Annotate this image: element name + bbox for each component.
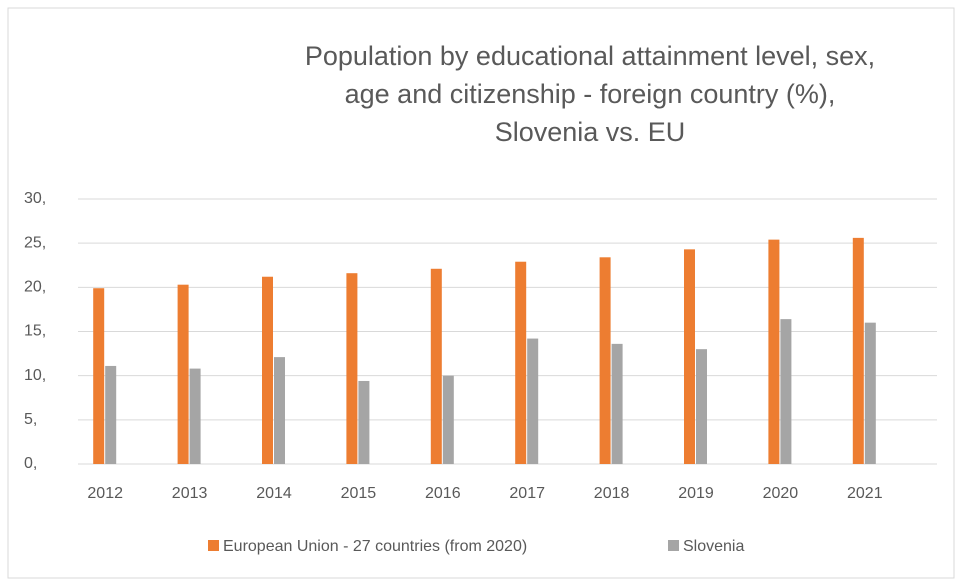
bar — [864, 322, 876, 464]
x-tick-label: 2014 — [256, 485, 292, 502]
bar — [852, 237, 864, 464]
bar — [93, 288, 105, 464]
y-tick-label: 25, — [24, 234, 46, 251]
bar — [780, 319, 792, 464]
bar — [527, 338, 539, 464]
y-tick-label: 30, — [24, 190, 46, 207]
chart-title: Slovenia vs. EU — [495, 117, 686, 147]
x-tick-label: 2020 — [763, 485, 799, 502]
chart-border — [7, 7, 955, 579]
bar — [696, 349, 707, 464]
x-tick-label: 2013 — [172, 485, 208, 502]
bar — [189, 368, 201, 464]
y-tick-label: 0, — [24, 455, 37, 472]
legend-swatch — [208, 540, 219, 551]
legend-label: European Union - 27 countries (from 2020… — [223, 538, 527, 555]
bar — [515, 261, 527, 464]
x-tick-label: 2018 — [594, 485, 630, 502]
bar — [177, 284, 189, 464]
bar — [611, 343, 623, 464]
bar — [358, 380, 370, 464]
x-tick-label: 2012 — [87, 485, 123, 502]
chart-title: age and citizenship - foreign country (%… — [345, 79, 836, 109]
bar — [684, 249, 695, 464]
y-tick-label: 5, — [24, 411, 37, 428]
bar — [262, 276, 273, 464]
bar — [430, 268, 442, 464]
bar — [599, 257, 611, 464]
bar — [274, 357, 285, 464]
x-tick-label: 2019 — [678, 485, 714, 502]
x-tick-label: 2017 — [509, 485, 545, 502]
bar — [768, 239, 780, 464]
x-tick-label: 2015 — [341, 485, 377, 502]
y-tick-label: 10, — [24, 367, 46, 384]
chart-title: Population by educational attainment lev… — [305, 41, 875, 71]
bar — [346, 273, 358, 464]
x-tick-label: 2016 — [425, 485, 461, 502]
legend-label: Slovenia — [683, 538, 744, 555]
legend-swatch — [668, 540, 679, 551]
y-tick-label: 20, — [24, 279, 46, 296]
x-tick-label: 2021 — [847, 485, 883, 502]
bar — [105, 365, 117, 464]
y-tick-label: 15, — [24, 323, 46, 340]
bar — [442, 375, 454, 464]
